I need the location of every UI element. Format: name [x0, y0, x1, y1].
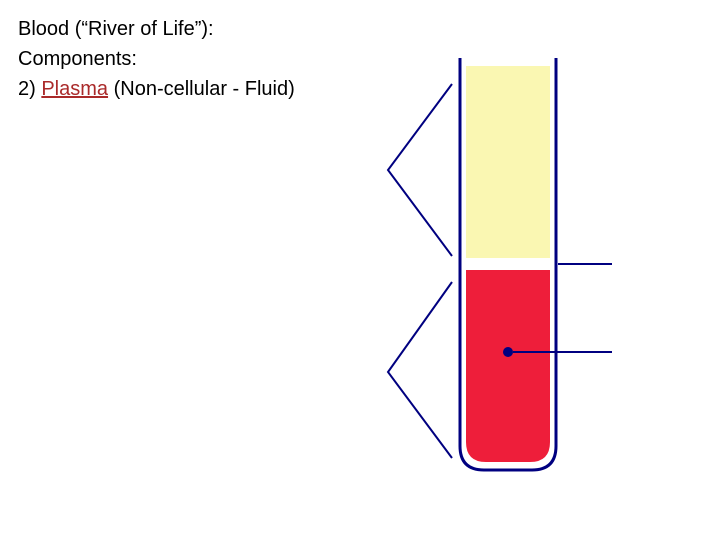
test-tube-diagram	[0, 0, 720, 540]
rbc-dot	[503, 347, 513, 357]
slide-stage: Blood (“River of Life”): Components: 2) …	[0, 0, 720, 540]
rbc-layer	[466, 270, 550, 462]
buffy-gap	[466, 258, 550, 270]
plasma-bracket	[388, 84, 452, 256]
plasma-layer	[466, 66, 550, 258]
rbc-bracket	[388, 282, 452, 458]
